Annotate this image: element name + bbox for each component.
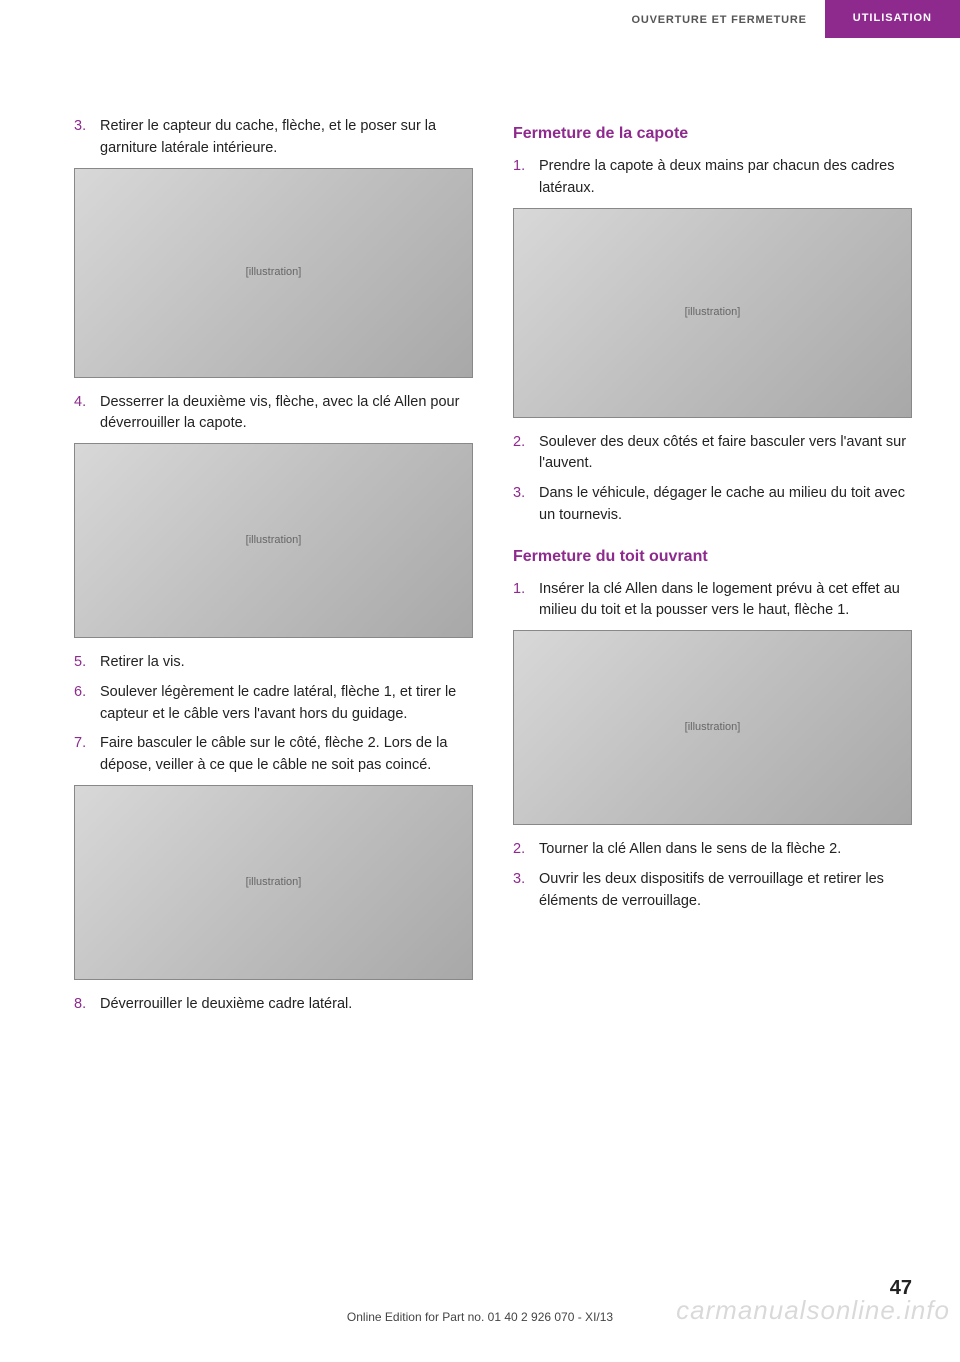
list-text: Retirer le capteur du cache, flèche, et …: [100, 116, 473, 160]
list-item: 1. Insérer la clé Allen dans le logement…: [513, 579, 912, 623]
list-text: Prendre la capote à deux mains par chacu…: [539, 156, 912, 200]
list-text: Faire basculer le câble sur le côté, flè…: [100, 733, 473, 777]
list-item: 6. Soulever légèrement le cadre latéral,…: [74, 682, 473, 726]
list-item: 2. Soulever des deux côtés et faire basc…: [513, 432, 912, 476]
figure-cable-tilt: [illustration]: [74, 785, 473, 980]
heading-close-sunroof: Fermeture du toit ouvrant: [513, 545, 912, 569]
watermark: carmanualsonline.info: [676, 1295, 950, 1326]
list-text: Desserrer la deuxième vis, flèche, avec …: [100, 392, 473, 436]
list-item: 1. Prendre la capote à deux mains par ch…: [513, 156, 912, 200]
list-number: 2.: [513, 432, 539, 476]
list-number: 3.: [513, 869, 539, 913]
figure-allen-key-screw: [illustration]: [74, 443, 473, 638]
right-column: Fermeture de la capote 1. Prendre la cap…: [513, 116, 912, 1024]
list-number: 8.: [74, 994, 100, 1016]
list-item: 8. Déverrouiller le deuxième cadre latér…: [74, 994, 473, 1016]
list-text: Soulever légèrement le cadre latéral, fl…: [100, 682, 473, 726]
list-number: 3.: [513, 483, 539, 527]
page-content: 3. Retirer le capteur du cache, flèche, …: [0, 48, 960, 1024]
figure-allen-key-roof: [illustration]: [513, 630, 912, 825]
figure-hold-top: [illustration]: [513, 208, 912, 418]
list-text: Soulever des deux côtés et faire bascule…: [539, 432, 912, 476]
list-number: 4.: [74, 392, 100, 436]
list-text: Dans le véhicule, dégager le cache au mi…: [539, 483, 912, 527]
list-number: 2.: [513, 839, 539, 861]
list-item: 2. Tourner la clé Allen dans le sens de …: [513, 839, 912, 861]
list-text: Déverrouiller le deuxième cadre latéral.: [100, 994, 473, 1016]
list-item: 3. Dans le véhicule, dégager le cache au…: [513, 483, 912, 527]
list-item: 7. Faire basculer le câble sur le côté, …: [74, 733, 473, 777]
page-header: OUVERTURE ET FERMETURE UTILISATION: [0, 0, 960, 48]
list-text: Tourner la clé Allen dans le sens de la …: [539, 839, 912, 861]
header-section-label: OUVERTURE ET FERMETURE: [631, 0, 824, 26]
list-number: 6.: [74, 682, 100, 726]
list-number: 3.: [74, 116, 100, 160]
list-number: 1.: [513, 579, 539, 623]
list-item: 3. Retirer le capteur du cache, flèche, …: [74, 116, 473, 160]
list-text: Insérer la clé Allen dans le logement pr…: [539, 579, 912, 623]
header-tab: UTILISATION: [825, 0, 960, 38]
list-item: 4. Desserrer la deuxième vis, flèche, av…: [74, 392, 473, 436]
figure-sensor-cover: [illustration]: [74, 168, 473, 378]
list-text: Ouvrir les deux dispositifs de verrouill…: [539, 869, 912, 913]
list-number: 1.: [513, 156, 539, 200]
list-item: 5. Retirer la vis.: [74, 652, 473, 674]
list-number: 7.: [74, 733, 100, 777]
left-column: 3. Retirer le capteur du cache, flèche, …: [74, 116, 473, 1024]
heading-close-top: Fermeture de la capote: [513, 122, 912, 146]
list-number: 5.: [74, 652, 100, 674]
list-text: Retirer la vis.: [100, 652, 473, 674]
list-item: 3. Ouvrir les deux dispositifs de verrou…: [513, 869, 912, 913]
